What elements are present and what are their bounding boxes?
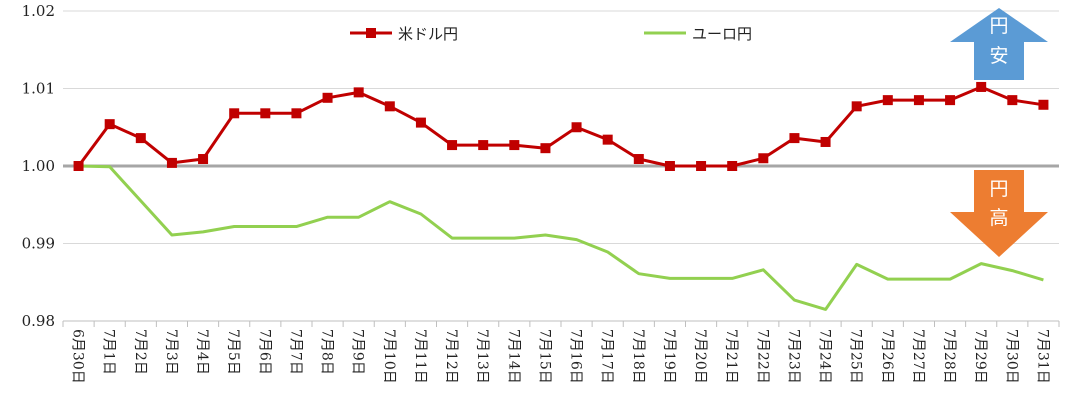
strong-yen-label-2: 高	[989, 207, 1008, 229]
x-tick-label: 7月10日	[381, 329, 397, 384]
data-point	[602, 134, 613, 145]
strong-yen-label-1: 円	[989, 178, 1008, 200]
data-point	[945, 95, 956, 106]
y-tick-label: 1.01	[22, 80, 55, 98]
x-tick-label: 7月30日	[1003, 329, 1019, 384]
weak-yen-arrow	[950, 8, 1048, 80]
data-point	[758, 153, 769, 164]
data-point	[166, 157, 177, 168]
y-tick-label: 1.00	[22, 157, 55, 175]
legend-label-usdjpy: 米ドル円	[398, 25, 458, 43]
x-tick-label: 7月2日	[132, 329, 148, 375]
x-axis: 6月30日 7月1日 7月2日 7月3日 7月4日 7月5日 7月6日 7月7日 7月8日 7月9…	[62, 320, 1060, 384]
data-point	[447, 140, 458, 151]
data-point	[415, 117, 426, 128]
x-tick-label: 7月28日	[941, 329, 957, 384]
x-tick-label: 7月6日	[256, 329, 272, 375]
data-point	[260, 108, 271, 119]
x-tick-label: 7月12日	[443, 329, 459, 384]
data-point	[851, 101, 862, 112]
x-tick-label: 7月14日	[505, 329, 521, 384]
x-tick-label: 7月25日	[848, 329, 864, 384]
data-point	[820, 136, 831, 147]
x-tick-label: 7月27日	[910, 329, 926, 384]
x-tick-label: 7月5日	[225, 329, 241, 375]
weak-yen-label-2: 安	[989, 45, 1008, 67]
data-point	[882, 95, 893, 106]
data-point	[664, 161, 675, 171]
x-tick-label: 7月8日	[319, 329, 335, 375]
data-point	[913, 95, 924, 106]
x-tick-label: 7月20日	[692, 329, 708, 384]
x-tick-label: 7月22日	[754, 329, 770, 384]
x-tick-label: 7月11日	[412, 329, 428, 384]
x-tick-label: 7月13日	[474, 329, 490, 384]
y-tick-label: 0.98	[22, 312, 55, 330]
strong-yen-arrow	[950, 170, 1048, 257]
x-tick-label: 7月1日	[101, 329, 117, 375]
x-tick-label: 7月3日	[163, 329, 179, 375]
data-point	[353, 87, 364, 98]
data-point	[322, 92, 333, 103]
data-point	[540, 143, 551, 154]
series-group	[73, 81, 1049, 311]
data-point	[73, 161, 84, 171]
legend: 米ドル円 ユーロ円	[350, 25, 752, 43]
x-tick-label: 7月31日	[1034, 329, 1050, 384]
x-tick-label: 7月21日	[723, 329, 739, 384]
x-tick-label: 7月4日	[194, 329, 210, 375]
x-tick-label: 7月29日	[972, 329, 988, 384]
x-tick-label: 7月16日	[568, 329, 584, 384]
data-point	[198, 154, 209, 165]
x-tick-label: 7月26日	[879, 329, 895, 384]
data-point	[291, 108, 302, 119]
x-tick-label: 7月17日	[599, 329, 615, 384]
legend-marker-usdjpy	[366, 28, 376, 38]
series-line-usdjpy	[77, 85, 1044, 168]
data-point	[1038, 99, 1049, 110]
data-point	[696, 161, 707, 171]
legend-label-eurjpy: ユーロ円	[692, 25, 752, 43]
data-point	[571, 122, 582, 133]
data-point	[1007, 95, 1018, 106]
data-point	[633, 154, 644, 165]
x-tick-label: 7月7日	[287, 329, 303, 375]
data-point	[509, 140, 520, 151]
data-point	[384, 101, 395, 112]
x-tick-label: 6月30日	[70, 329, 86, 384]
data-point	[229, 108, 240, 119]
y-tick-label: 1.02	[22, 2, 55, 20]
x-tick-label: 7月15日	[536, 329, 552, 384]
x-tick-label: 7月24日	[817, 329, 833, 384]
data-point	[789, 133, 800, 144]
data-point	[135, 133, 146, 144]
x-tick-label: 7月19日	[661, 329, 677, 384]
data-point	[727, 161, 738, 171]
data-point	[104, 119, 115, 130]
data-point	[976, 81, 987, 92]
y-tick-label: 0.99	[22, 235, 55, 253]
x-tick-label: 7月23日	[785, 329, 801, 384]
x-tick-label: 7月18日	[630, 329, 646, 384]
y-axis: 0.98 0.99 1.00 1.01 1.02	[22, 2, 55, 330]
data-point	[478, 140, 489, 151]
series-line-eurjpy	[78, 164, 1044, 311]
weak-yen-label-1: 円	[989, 15, 1008, 37]
x-tick-label: 7月9日	[350, 329, 366, 375]
